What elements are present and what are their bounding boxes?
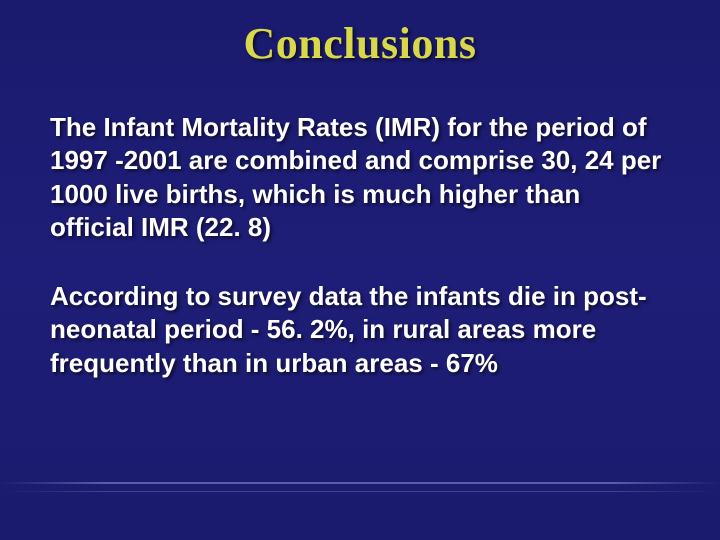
divider-line-secondary: [0, 491, 720, 492]
paragraph-2: According to survey data the infants die…: [50, 280, 670, 380]
slide-container: Conclusions The Infant Mortality Rates (…: [0, 0, 720, 540]
paragraph-1: The Infant Mortality Rates (IMR) for the…: [50, 111, 670, 244]
slide-title: Conclusions: [50, 18, 670, 69]
divider-line: [0, 482, 720, 484]
